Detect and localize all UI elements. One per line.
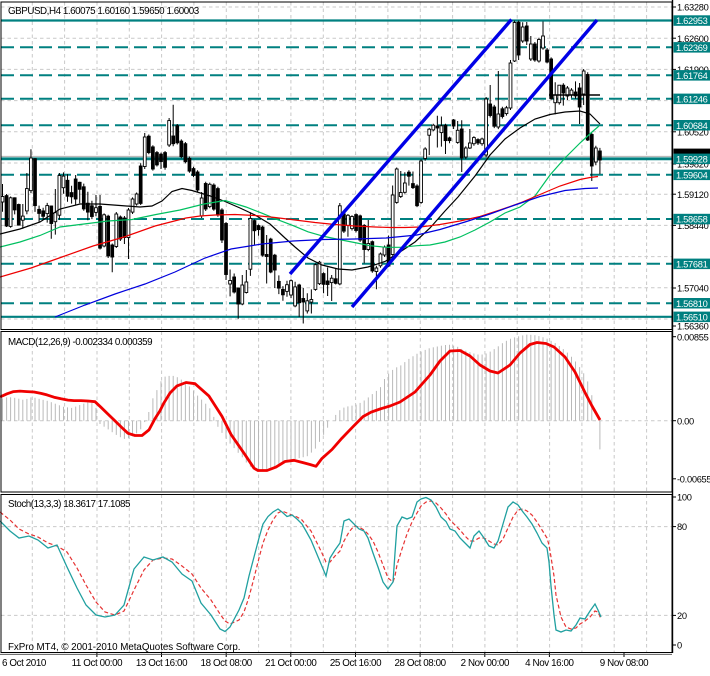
svg-text:11 Oct 00:00: 11 Oct 00:00 <box>72 658 124 669</box>
svg-text:9 Nov 08:00: 9 Nov 08:00 <box>600 658 649 669</box>
svg-text:1.62953: 1.62953 <box>676 16 708 26</box>
svg-text:0: 0 <box>677 641 682 651</box>
svg-text:1.61764: 1.61764 <box>676 71 708 81</box>
svg-text:1.59928: 1.59928 <box>676 154 708 164</box>
svg-text:4 Nov 16:00: 4 Nov 16:00 <box>525 658 574 669</box>
svg-text:1.59604: 1.59604 <box>676 170 708 180</box>
svg-text:1.56810: 1.56810 <box>676 299 708 309</box>
svg-text:25 Oct 16:00: 25 Oct 16:00 <box>330 658 382 669</box>
svg-text:6 Oct 2010: 6 Oct 2010 <box>2 658 47 669</box>
svg-text:1.62369: 1.62369 <box>676 43 708 53</box>
svg-text:MACD(12,26,9) -0.002334 0.0003: MACD(12,26,9) -0.002334 0.000359 <box>8 337 152 348</box>
svg-text:Stoch(13,3,3) 18.3617 17.1085: Stoch(13,3,3) 18.3617 17.1085 <box>8 499 131 510</box>
svg-text:1.56360: 1.56360 <box>677 322 709 332</box>
svg-text:1.63280: 1.63280 <box>677 3 709 13</box>
svg-text:1.61246: 1.61246 <box>676 94 708 104</box>
svg-text:1.57681: 1.57681 <box>676 259 708 269</box>
svg-text:1.60684: 1.60684 <box>676 121 708 131</box>
svg-text:20: 20 <box>677 611 687 621</box>
svg-text:-0.00655: -0.00655 <box>677 474 710 484</box>
svg-text:GBPUSD,H4 1.60075 1.60160 1.5: GBPUSD,H4 1.60075 1.60160 1.59650 1.6000… <box>8 6 200 17</box>
svg-text:FxPro MT4, © 2001-2010 MetaQuo: FxPro MT4, © 2001-2010 MetaQuotes Softwa… <box>8 642 240 653</box>
svg-text:0.00: 0.00 <box>677 416 694 426</box>
svg-text:1.58658: 1.58658 <box>676 215 708 225</box>
svg-text:100: 100 <box>677 493 692 503</box>
svg-text:1.57040: 1.57040 <box>677 284 709 294</box>
svg-text:0.00855: 0.00855 <box>677 332 709 342</box>
svg-text:18 Oct 08:00: 18 Oct 08:00 <box>201 658 253 669</box>
svg-text:1.56510: 1.56510 <box>676 312 708 322</box>
svg-text:2 Nov 00:00: 2 Nov 00:00 <box>461 658 510 669</box>
svg-text:1.59120: 1.59120 <box>677 190 709 200</box>
svg-text:13 Oct 16:00: 13 Oct 16:00 <box>136 658 188 669</box>
svg-text:28 Oct 08:00: 28 Oct 08:00 <box>394 658 446 669</box>
svg-text:80: 80 <box>677 522 687 532</box>
svg-text:21 Oct 00:00: 21 Oct 00:00 <box>265 658 317 669</box>
